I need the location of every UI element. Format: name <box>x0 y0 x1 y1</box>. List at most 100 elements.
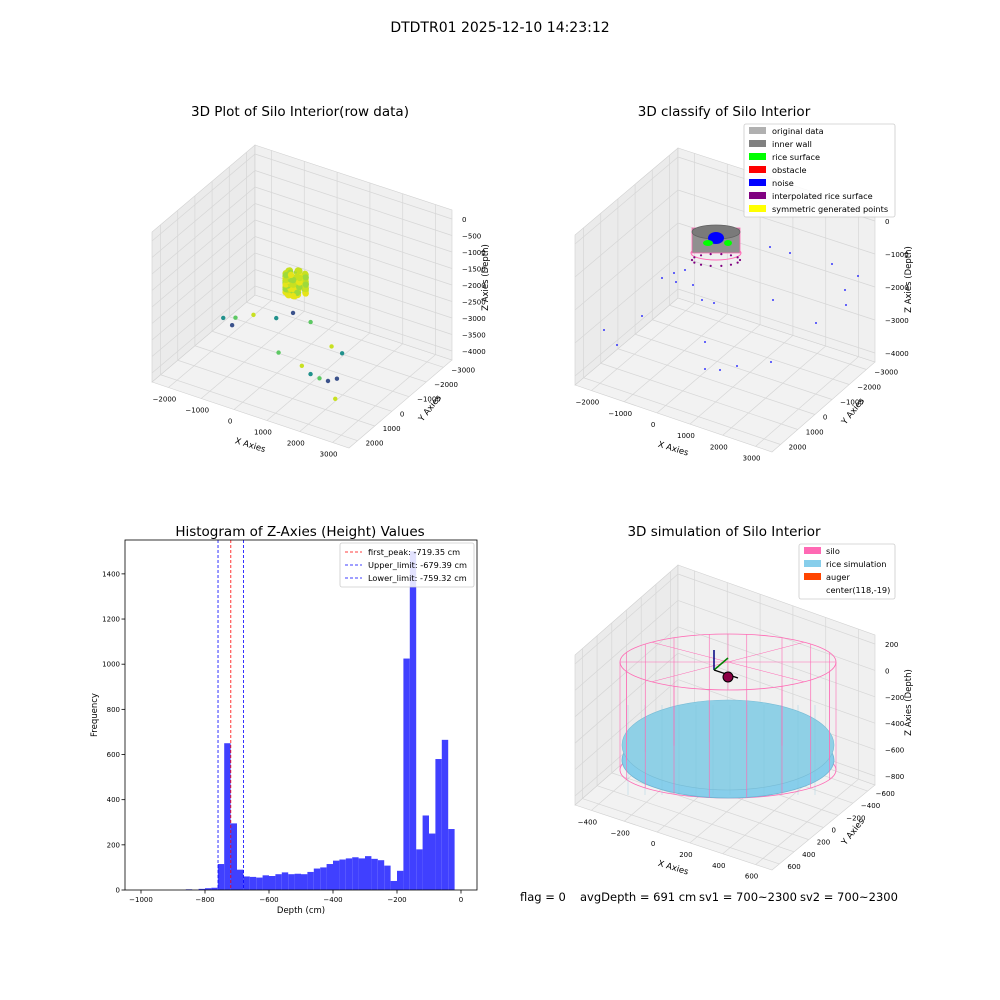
chart4-xtick-label: 600 <box>745 873 758 881</box>
chart2-xtick-label: 2000 <box>710 443 728 451</box>
chart4-ztick-label: −400 <box>885 720 904 728</box>
chart3-bar <box>313 868 321 890</box>
chart1-gridline-z <box>151 252 256 341</box>
chart2-ztick-label: −4000 <box>885 350 909 358</box>
chart3-ytick-label: 200 <box>107 841 120 849</box>
chart3-bar <box>429 833 436 890</box>
chart1-gridline-x <box>299 343 403 432</box>
chart3-ytick-label: 0 <box>116 887 120 895</box>
chart1-xtick-label: 0 <box>228 418 232 426</box>
chart3-bar <box>371 858 378 890</box>
chart1-cluster-point <box>302 290 309 297</box>
chart4-legend-label: auger <box>826 572 850 582</box>
chart3-bar <box>397 870 404 890</box>
chart3-bar <box>320 867 327 890</box>
chart1-cluster-point <box>282 271 290 279</box>
chart2-interpolated-point <box>690 258 694 262</box>
chart3-bar <box>441 739 449 890</box>
chart3-histogram: −1000 −800 −600 −400 −200 0 0 200 400 600 800 1000 1… <box>90 539 478 916</box>
chart4-xtick-label: −200 <box>611 829 630 837</box>
chart1-xtick-label: 1000 <box>254 429 272 437</box>
chart4-ztick-label: −800 <box>885 773 904 781</box>
chart1-gridline-x <box>201 310 305 399</box>
chart2-xtick-label: −2000 <box>576 399 600 407</box>
chart2-gridline-y <box>583 377 781 445</box>
chart4-silo-roof-line <box>727 641 805 663</box>
chart1-data-point <box>290 310 296 316</box>
chart3-bar <box>198 888 205 890</box>
chart1-cluster-point <box>296 267 303 275</box>
chart4-ztick-label: 0 <box>885 667 889 675</box>
chart1-gridline-z <box>151 203 256 291</box>
chart2-legend-swatch <box>749 192 766 199</box>
chart3-bar <box>230 823 237 890</box>
chart4-ytick-label: 0 <box>832 827 836 835</box>
chart2-gridline-y <box>600 362 798 430</box>
chart4-xtick-label: −400 <box>578 818 597 826</box>
chart4-silo-roof-line <box>651 661 729 683</box>
chart3-bar <box>288 874 295 890</box>
chart1-gridline-z <box>254 252 453 319</box>
chart1-data-point <box>233 315 238 320</box>
chart4-xtick-label: 0 <box>651 840 655 848</box>
chart1-gridline-z <box>151 186 256 275</box>
chart2-interpolated-point <box>736 261 739 264</box>
chart2-gridline-x <box>689 335 794 425</box>
chart3-xtick-label: −200 <box>387 896 406 904</box>
chart1-gridline-x <box>233 321 338 410</box>
chart3-ytick-label: 600 <box>107 751 120 759</box>
chart4-legend-label: rice simulation <box>826 559 886 569</box>
chart4-ztick-label: 200 <box>885 641 898 649</box>
chart3-bar <box>339 859 346 890</box>
chart2-noise-point <box>844 289 846 291</box>
chart3-legend-label: Lower_limit: -759.32 cm <box>368 573 467 583</box>
chart3-axes-frame <box>124 539 478 891</box>
chart1-gridline-y <box>229 316 427 383</box>
chart4-legend-label: center(118,-19) <box>826 585 890 595</box>
chart2-noise-point <box>769 246 771 248</box>
chart2-gridline-x <box>624 313 728 403</box>
chart3-ytick-label: 1200 <box>102 616 120 624</box>
chart2-gridline-y <box>634 333 833 400</box>
chart3-legend-label: first_peak: -719.35 cm <box>368 547 460 557</box>
chart4-legend-swatch <box>804 560 821 567</box>
chart2-gridline-z <box>677 288 876 354</box>
chart2-legend-swatch <box>749 153 766 160</box>
chart3-bar <box>217 864 225 890</box>
chart3-bar <box>205 888 212 890</box>
chart3-bar <box>281 872 289 890</box>
chart4-legend-box <box>798 543 896 600</box>
chart2-ytick-label: −3000 <box>874 369 898 377</box>
chart1-data-point <box>251 312 256 318</box>
chart3-bar <box>333 860 340 890</box>
chart2-ztick-label: −2000 <box>885 284 909 292</box>
chart1-cluster-point <box>302 285 309 293</box>
chart1-ztick-label: −2000 <box>462 282 486 290</box>
chart1-cluster-point <box>296 274 304 282</box>
chart2-ztick-label: 0 <box>885 218 889 226</box>
chart2-legend-label: inner wall <box>772 139 812 149</box>
chart2-interpolated-point <box>709 253 712 256</box>
chart4-title: 3D simulation of Silo Interior <box>627 524 821 540</box>
chart1-ztick-label: −4000 <box>462 348 486 356</box>
chart4-legend-swatch <box>804 573 821 580</box>
chart1-gridline-y <box>160 374 358 441</box>
chart3-bar <box>262 875 269 890</box>
chart4-gridline-z <box>677 573 876 645</box>
chart4-gridline-z <box>574 600 679 691</box>
chart2-gridline-z <box>574 288 679 377</box>
chart4-ztick-label: −200 <box>885 694 904 702</box>
chart2-interpolated-point <box>693 256 696 259</box>
chart2-noise-point <box>673 272 675 274</box>
chart3-ytick-label: 1400 <box>102 570 120 578</box>
chart3-bar <box>358 858 365 890</box>
chart3-ytick-label: 800 <box>107 706 120 714</box>
chart3-bar <box>301 874 308 890</box>
chart2-ytick-label: 0 <box>823 414 827 422</box>
chart2-noise-point <box>713 302 715 304</box>
chart1-data-point <box>308 371 313 377</box>
chart1-ztick-label: −2500 <box>462 299 486 307</box>
chart1-ztick-label: −3000 <box>462 315 486 323</box>
chart2-legend-swatch <box>749 179 766 186</box>
chart2-noise-point <box>772 299 774 301</box>
